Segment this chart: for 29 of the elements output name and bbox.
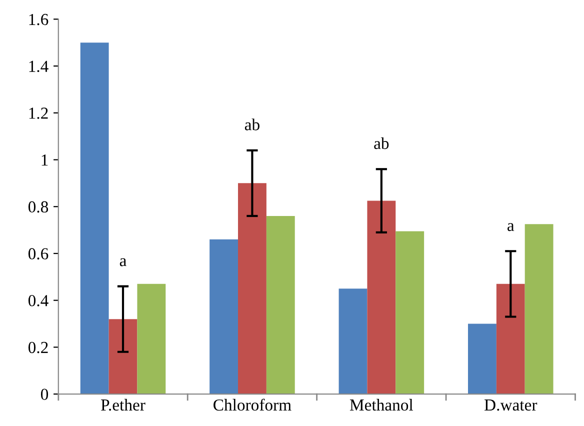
y-tick-label: 1 (42, 154, 48, 166)
y-tick-label: 1.2 (29, 108, 48, 119)
annotation: ab (244, 118, 260, 130)
y-tick-label: 0.8 (28, 201, 48, 213)
annotation: ab (374, 137, 389, 150)
bar (367, 200, 396, 394)
y-tick-label: 1.6 (29, 14, 48, 26)
bar (338, 288, 368, 394)
y-tick-label: 1.4 (29, 60, 48, 72)
bar (137, 284, 166, 394)
y-tick-label: 0 (40, 388, 48, 400)
bar (396, 231, 424, 394)
annotation: a (508, 223, 514, 232)
y-tick-label: 0.2 (28, 342, 48, 354)
bar (524, 224, 554, 394)
bar (210, 239, 238, 394)
bar (238, 183, 266, 394)
bar (468, 324, 496, 394)
annotation: a (120, 258, 126, 266)
x-tick-label: Chloroform (214, 398, 292, 411)
x-tick-label: P.ether (101, 398, 146, 411)
bar (496, 284, 525, 394)
y-tick-label: 0.4 (28, 295, 48, 306)
y-tick-label: 0.6 (28, 248, 48, 260)
bar (108, 319, 138, 394)
bar (266, 216, 295, 394)
bar (80, 42, 109, 394)
x-tick-label: Methanol (350, 398, 414, 411)
x-tick-label: D.water (484, 400, 538, 411)
